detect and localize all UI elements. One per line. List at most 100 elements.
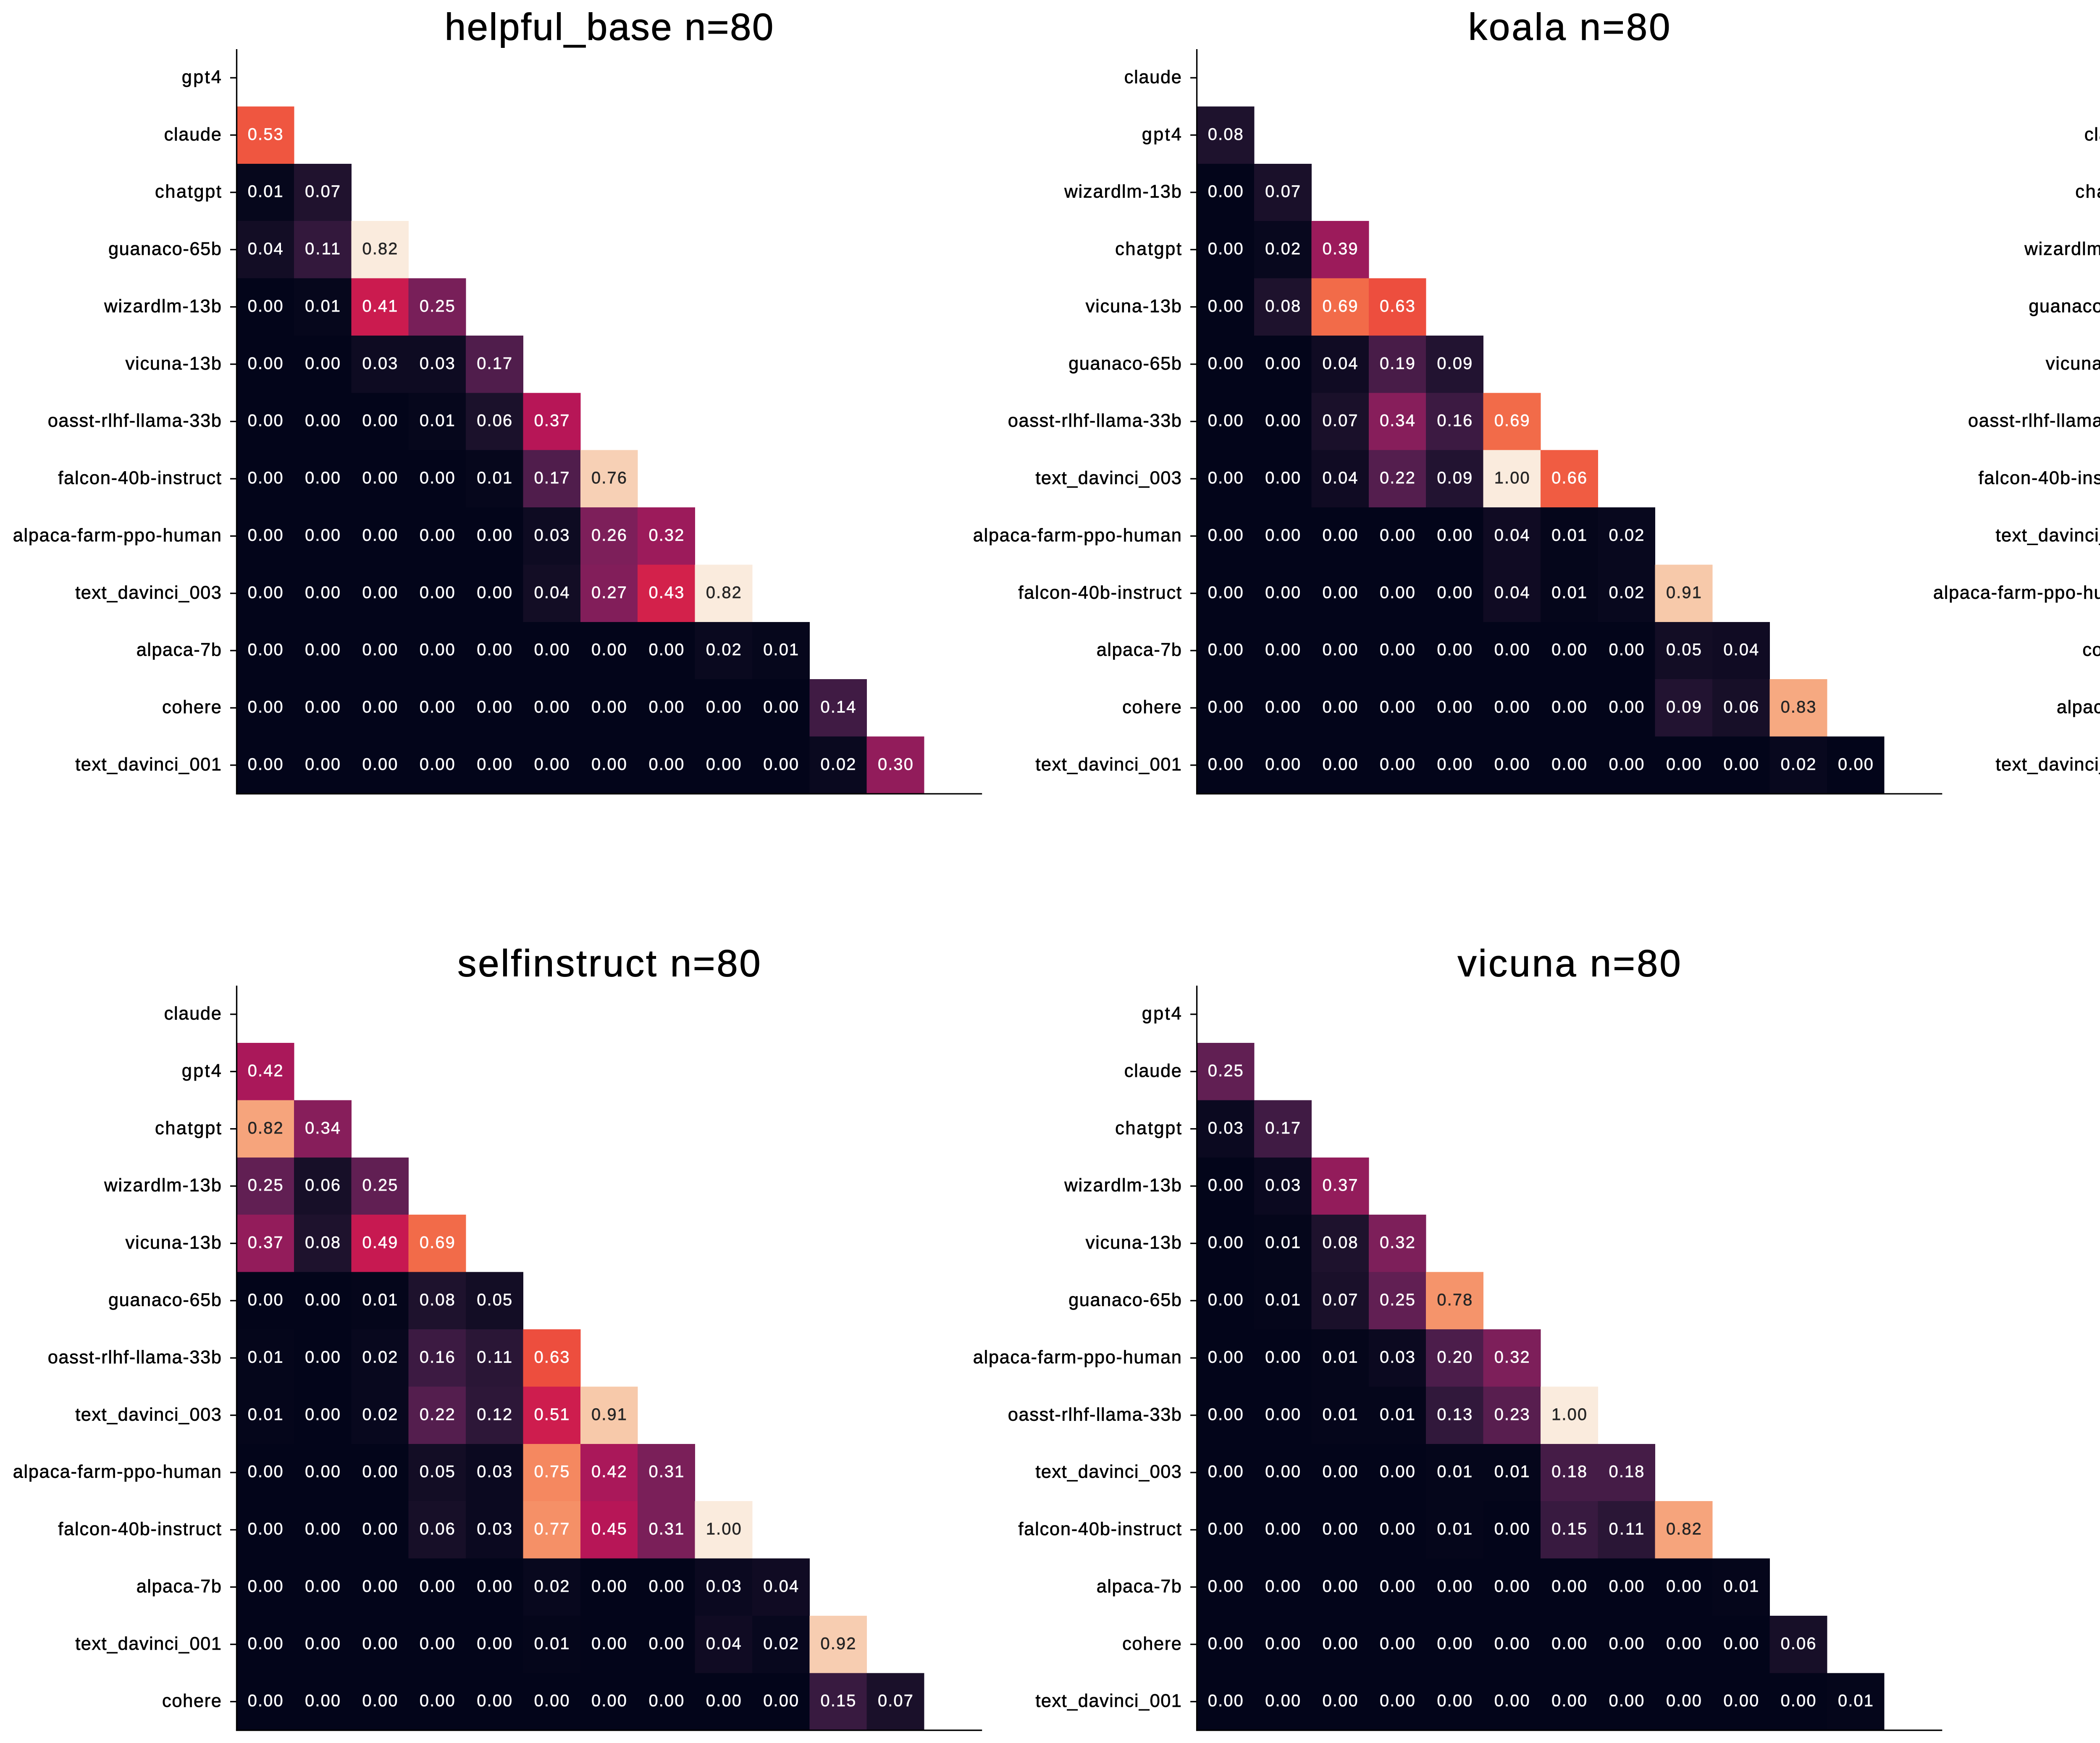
svg-text:0.76: 0.76 — [591, 469, 627, 487]
svg-text:0.00: 0.00 — [305, 640, 340, 659]
svg-text:0.00: 0.00 — [1265, 755, 1300, 774]
svg-text:0.07: 0.07 — [878, 1692, 913, 1710]
svg-text:0.53: 0.53 — [248, 125, 283, 144]
svg-text:0.01: 0.01 — [1265, 1291, 1300, 1309]
svg-text:0.01: 0.01 — [763, 640, 798, 659]
svg-text:0.08: 0.08 — [1265, 297, 1300, 315]
svg-text:0.00: 0.00 — [362, 1520, 398, 1538]
svg-text:0.00: 0.00 — [362, 412, 398, 430]
svg-text:alpaca-7b: alpaca-7b — [2057, 697, 2100, 717]
svg-text:0.04: 0.04 — [706, 1634, 741, 1653]
svg-text:0.00: 0.00 — [1265, 1348, 1300, 1366]
svg-text:0.00: 0.00 — [248, 526, 283, 545]
svg-text:alpaca-7b: alpaca-7b — [1097, 1576, 1181, 1596]
svg-text:0.26: 0.26 — [591, 526, 627, 545]
svg-text:0.06: 0.06 — [420, 1520, 455, 1538]
svg-text:0.02: 0.02 — [706, 640, 741, 659]
svg-text:0.00: 0.00 — [420, 1634, 455, 1653]
svg-text:0.00: 0.00 — [1494, 1577, 1530, 1596]
svg-text:0.00: 0.00 — [1208, 640, 1243, 659]
svg-text:0.01: 0.01 — [362, 1291, 398, 1309]
svg-text:0.32: 0.32 — [1380, 1234, 1415, 1252]
svg-text:0.00: 0.00 — [1208, 1634, 1243, 1653]
svg-text:claude: claude — [2084, 124, 2100, 144]
svg-text:0.00: 0.00 — [1208, 469, 1243, 487]
svg-text:0.34: 0.34 — [1380, 412, 1415, 430]
svg-text:0.82: 0.82 — [362, 240, 398, 258]
svg-text:0.00: 0.00 — [477, 583, 512, 602]
svg-text:0.00: 0.00 — [1551, 1577, 1587, 1596]
svg-text:0.00: 0.00 — [305, 1520, 340, 1538]
svg-text:0.00: 0.00 — [1265, 1405, 1300, 1424]
svg-text:0.13: 0.13 — [1437, 1405, 1472, 1424]
svg-text:0.00: 0.00 — [1551, 640, 1587, 659]
svg-text:0.03: 0.03 — [362, 354, 398, 373]
svg-text:cohere: cohere — [162, 697, 221, 717]
svg-text:guanaco-65b: guanaco-65b — [2029, 296, 2100, 316]
svg-text:0.00: 0.00 — [1323, 1634, 1358, 1653]
svg-text:0.00: 0.00 — [1494, 1634, 1530, 1653]
svg-text:0.27: 0.27 — [591, 583, 627, 602]
svg-text:0.18: 0.18 — [1609, 1462, 1644, 1481]
svg-text:wizardlm-13b: wizardlm-13b — [1064, 182, 1181, 202]
svg-text:0.00: 0.00 — [420, 1577, 455, 1596]
svg-text:0.37: 0.37 — [534, 412, 570, 430]
svg-text:0.05: 0.05 — [477, 1291, 512, 1309]
svg-text:0.41: 0.41 — [362, 297, 398, 315]
svg-text:0.25: 0.25 — [1208, 1062, 1243, 1080]
svg-text:0.00: 0.00 — [1551, 698, 1587, 717]
svg-text:0.00: 0.00 — [305, 1405, 340, 1424]
svg-text:0.00: 0.00 — [1208, 755, 1243, 774]
svg-text:0.49: 0.49 — [362, 1234, 398, 1252]
svg-text:0.82: 0.82 — [706, 583, 741, 602]
svg-text:0.00: 0.00 — [1265, 1692, 1300, 1710]
svg-text:vicuna-13b: vicuna-13b — [2046, 354, 2100, 374]
svg-text:0.75: 0.75 — [534, 1462, 570, 1481]
svg-text:0.03: 0.03 — [706, 1577, 741, 1596]
svg-text:0.02: 0.02 — [534, 1577, 570, 1596]
svg-text:0.08: 0.08 — [1323, 1234, 1358, 1252]
svg-text:0.00: 0.00 — [477, 1634, 512, 1653]
svg-text:0.00: 0.00 — [1551, 755, 1587, 774]
svg-text:claude: claude — [1124, 67, 1181, 87]
svg-text:0.78: 0.78 — [1437, 1291, 1472, 1309]
svg-text:0.63: 0.63 — [1380, 297, 1415, 315]
svg-text:koala n=80: koala n=80 — [1468, 6, 1670, 48]
svg-text:text_davinci_001: text_davinci_001 — [75, 1634, 221, 1654]
svg-text:alpaca-7b: alpaca-7b — [1097, 640, 1181, 660]
svg-text:0.00: 0.00 — [1380, 1577, 1415, 1596]
svg-text:0.03: 0.03 — [477, 1520, 512, 1538]
svg-text:0.01: 0.01 — [534, 1634, 570, 1653]
svg-text:0.11: 0.11 — [477, 1348, 512, 1366]
svg-text:0.00: 0.00 — [1437, 1577, 1472, 1596]
svg-text:0.00: 0.00 — [1437, 755, 1472, 774]
svg-text:0.19: 0.19 — [1380, 354, 1415, 373]
svg-text:0.00: 0.00 — [305, 469, 340, 487]
svg-text:cohere: cohere — [1122, 697, 1181, 717]
svg-text:0.16: 0.16 — [420, 1348, 455, 1366]
svg-text:0.00: 0.00 — [362, 469, 398, 487]
svg-text:cohere: cohere — [162, 1691, 221, 1711]
svg-text:0.00: 0.00 — [1323, 698, 1358, 717]
svg-text:0.31: 0.31 — [648, 1520, 684, 1538]
svg-text:1.00: 1.00 — [1551, 1405, 1587, 1424]
svg-text:vicuna n=80: vicuna n=80 — [1458, 942, 1681, 985]
svg-text:0.00: 0.00 — [1609, 1692, 1644, 1710]
svg-text:oasst-rlhf-llama-33b: oasst-rlhf-llama-33b — [1968, 411, 2100, 431]
svg-text:0.00: 0.00 — [1494, 1692, 1530, 1710]
svg-text:0.00: 0.00 — [1437, 1634, 1472, 1653]
svg-text:selfinstruct n=80: selfinstruct n=80 — [457, 942, 760, 985]
svg-text:0.04: 0.04 — [1323, 354, 1358, 373]
svg-text:0.11: 0.11 — [1609, 1520, 1644, 1538]
svg-text:0.00: 0.00 — [420, 640, 455, 659]
svg-text:0.69: 0.69 — [420, 1234, 455, 1252]
svg-text:0.04: 0.04 — [248, 240, 283, 258]
svg-text:0.01: 0.01 — [1437, 1520, 1472, 1538]
svg-text:0.00: 0.00 — [1723, 755, 1759, 774]
svg-text:0.00: 0.00 — [305, 526, 340, 545]
svg-text:0.00: 0.00 — [248, 1692, 283, 1710]
svg-text:0.00: 0.00 — [477, 526, 512, 545]
svg-text:0.83: 0.83 — [1781, 698, 1816, 717]
svg-text:text_davinci_003: text_davinci_003 — [1035, 1462, 1181, 1482]
svg-text:0.00: 0.00 — [1208, 297, 1243, 315]
